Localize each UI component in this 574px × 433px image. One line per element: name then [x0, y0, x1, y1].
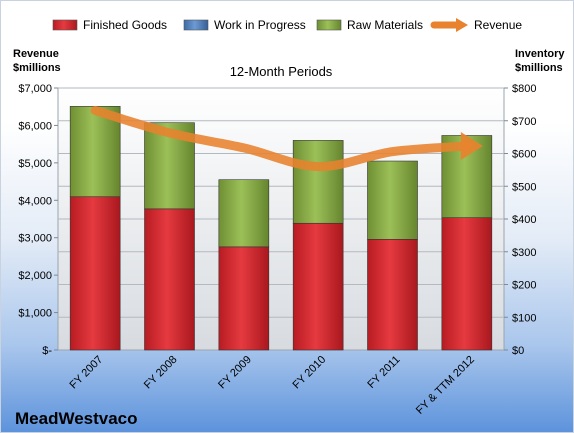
bar-finished-goods [218, 246, 270, 351]
x-axis-tick-label: FY 2010 [291, 354, 329, 392]
right-axis-label-line1: Inventory [515, 48, 565, 60]
legend-label: Raw Materials [347, 18, 423, 32]
left-axis: $- $1,000 $2,000 $3,000 $4,000 $5,000 $6,000 $7… [18, 83, 58, 357]
bar-raw-materials [218, 179, 270, 248]
bar-finished-goods [144, 208, 195, 351]
left-axis-tick-label: $1,000 [18, 308, 52, 320]
bar-finished-goods [441, 217, 493, 351]
bar-finished-goods [367, 239, 418, 351]
right-axis-tick-label: $300 [512, 247, 536, 259]
legend-swatch [183, 19, 209, 31]
x-axis-tick-label: FY 2011 [365, 354, 402, 391]
right-axis: $0 $100 $200 $300 $400 $500 $600 $700 $800 [504, 83, 536, 357]
gridlines [58, 87, 504, 318]
x-axis-tick-label: FY 2008 [142, 354, 180, 392]
chart-subtitle: 12-Month Periods [230, 64, 333, 79]
left-axis-tick-label: $5,000 [18, 158, 52, 170]
bar-raw-materials [292, 140, 344, 224]
left-axis-tick-label: $2,000 [18, 270, 52, 282]
legend-swatch [316, 19, 342, 31]
revenue-arrowhead [460, 132, 483, 161]
x-axis-tick-label: FY & TTM 2012 [414, 354, 477, 417]
revenue-line-path [90, 105, 472, 172]
right-axis-label-line2: $millions [515, 62, 563, 74]
x-axis: FY 2007 FY 2008 FY 2009 FY 2010 FY 2011 FY & … [68, 354, 477, 417]
left-axis-label-line2: $millions [13, 62, 61, 74]
bar-finished-goods [69, 196, 121, 351]
right-axis-tick-label: $200 [512, 280, 536, 292]
legend-swatch-arrow [456, 18, 468, 32]
right-axis-tick-label: $400 [512, 214, 536, 226]
left-axis-tick-label: $6,000 [18, 120, 52, 132]
right-axis-tick-label: $100 [512, 312, 536, 324]
revenue-line [90, 105, 483, 172]
right-axis-tick-label: $0 [512, 345, 524, 357]
legend-label: Work in Progress [214, 18, 306, 32]
left-axis-tick-label: $3,000 [18, 233, 52, 245]
bar-raw-materials [69, 106, 121, 198]
left-axis-label-line1: Revenue [13, 48, 59, 60]
legend-label: Revenue [474, 18, 522, 32]
legend-swatch [52, 19, 78, 31]
left-axis-tick-label: $4,000 [18, 195, 52, 207]
x-axis-tick-label: FY 2009 [216, 354, 254, 392]
bar-finished-goods [292, 222, 344, 351]
company-name: MeadWestvaco [15, 409, 138, 428]
right-axis-tick-label: $500 [512, 181, 536, 193]
bar-raw-materials [367, 160, 418, 240]
left-axis-tick-label: $7,000 [18, 83, 52, 95]
right-axis-tick-label: $700 [512, 116, 536, 128]
right-axis-tick-label: $600 [512, 149, 536, 161]
legend-label: Finished Goods [83, 18, 167, 32]
x-axis-tick-label: FY 2007 [68, 354, 106, 392]
right-axis-tick-label: $800 [512, 83, 536, 95]
legend: Finished Goods Work in Progress Raw Materi… [52, 18, 522, 32]
left-axis-tick-label: $- [42, 345, 52, 357]
